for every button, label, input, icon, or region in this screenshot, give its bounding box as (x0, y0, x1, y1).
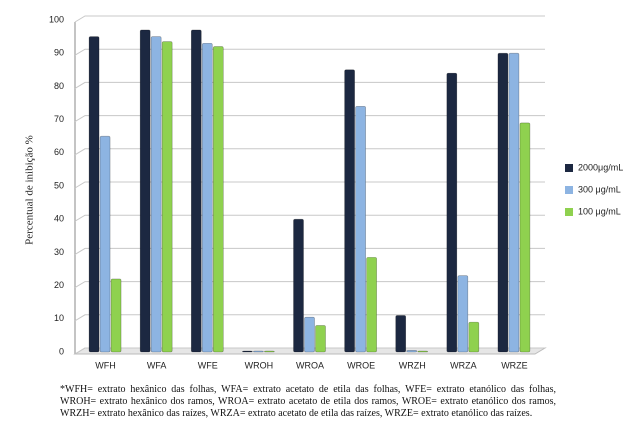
legend-label: 100 μg/mL (578, 206, 621, 216)
grid-line (74, 214, 545, 222)
bar (99, 135, 111, 353)
legend-swatch (565, 164, 573, 172)
x-tick-label: WRZE (501, 360, 528, 370)
y-tick-label: 30 (54, 247, 64, 257)
bar (304, 316, 315, 353)
y-tick-label: 40 (54, 214, 64, 224)
legend-label: 300 μg/mL (578, 184, 621, 194)
bar (264, 350, 275, 353)
bar (508, 52, 520, 353)
grid-line (74, 48, 545, 56)
bar (212, 46, 224, 353)
x-tick-label: WROH (245, 360, 274, 370)
grid-line (74, 347, 545, 355)
bar (242, 350, 253, 353)
y-tick-label: 60 (54, 147, 64, 157)
x-tick-label: WFE (198, 360, 218, 370)
y-axis-title: Percentual de inibição % (24, 135, 36, 245)
y-tick-label: 50 (54, 180, 64, 190)
x-tick-label: WRZA (450, 360, 477, 370)
bar (253, 350, 264, 353)
bar (344, 69, 355, 353)
bar (161, 41, 173, 353)
grid-line (74, 281, 545, 289)
grid-line (74, 181, 545, 189)
legend-swatch (565, 186, 573, 194)
grid-line (74, 15, 545, 23)
bar (139, 29, 151, 353)
bar (395, 315, 407, 353)
footnote: *WFH= extrato hexânico das folhas, WFA= … (60, 384, 556, 419)
x-tick-label: WROE (347, 360, 375, 370)
y-tick-label: 100 (49, 14, 64, 24)
y-tick-label: 10 (54, 313, 64, 323)
y-tick-label: 70 (54, 114, 64, 124)
y-tick-label: 80 (54, 81, 64, 91)
x-tick-label: WROA (296, 360, 324, 370)
bar (366, 257, 377, 353)
x-tick-label: WFH (95, 360, 116, 370)
y-tick-label: 0 (59, 346, 64, 356)
x-tick-label: WFA (147, 360, 167, 370)
bar (417, 350, 429, 353)
bar (468, 321, 480, 353)
bar (446, 72, 458, 353)
grid-line (74, 247, 545, 255)
grid-line (74, 81, 545, 89)
grid-line (74, 314, 545, 322)
bar (406, 350, 418, 353)
y-tick-label: 20 (54, 280, 64, 290)
legend-label: 2000μg/mL (578, 162, 623, 172)
bar (110, 278, 122, 353)
x-tick-label: WRZH (399, 360, 426, 370)
bar (355, 106, 366, 353)
bar (497, 52, 509, 353)
bar (201, 42, 213, 353)
bar (315, 325, 326, 353)
bar (519, 122, 531, 353)
bar (190, 29, 202, 353)
grid-line (74, 115, 545, 123)
legend-swatch (565, 208, 573, 216)
bar (150, 36, 162, 353)
chart: Percentual de inibição % 0 10 20 30 40 50 60 70… (24, 14, 624, 370)
bar (457, 275, 469, 353)
grid-line (74, 148, 545, 156)
bar (88, 36, 100, 353)
bar (293, 218, 304, 353)
y-tick-label: 90 (54, 48, 64, 58)
